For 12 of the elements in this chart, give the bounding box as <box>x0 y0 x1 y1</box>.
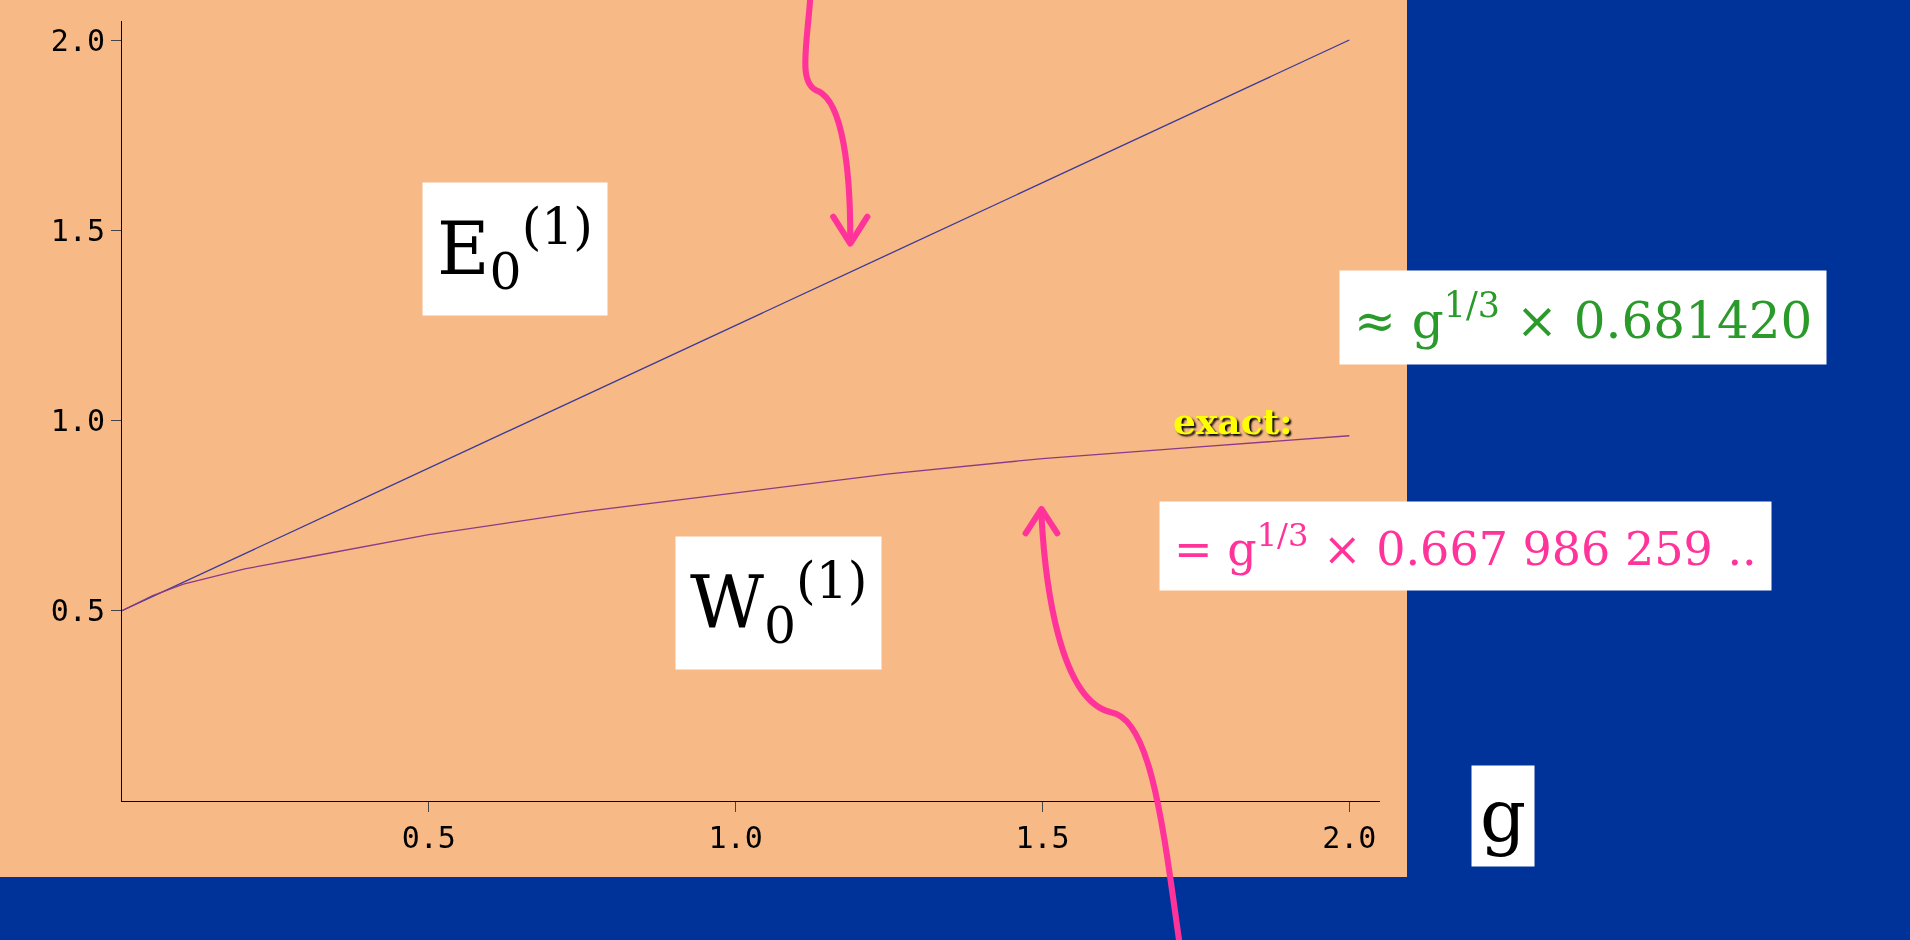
x-tick-label: 2.0 <box>1322 820 1377 855</box>
x-tick-label: 1.0 <box>708 820 763 855</box>
y-tick-label: 1.5 <box>50 212 105 248</box>
x-tick-label: 0.5 <box>401 820 456 855</box>
x-tick-label: 1.5 <box>1015 820 1070 855</box>
annotation: exact: <box>1173 400 1293 442</box>
y-tick-label: 2.0 <box>50 22 105 58</box>
annotation: ≈ g$^{1/3}$ × 0.681420 <box>1354 285 1813 350</box>
x-axis-title: g <box>1480 774 1527 858</box>
y-tick-label: 1.0 <box>50 403 105 439</box>
y-tick-label: 0.5 <box>50 593 105 629</box>
annotation: = g$^{1/3}$ × 0.667 986 259 .. <box>1174 516 1757 577</box>
